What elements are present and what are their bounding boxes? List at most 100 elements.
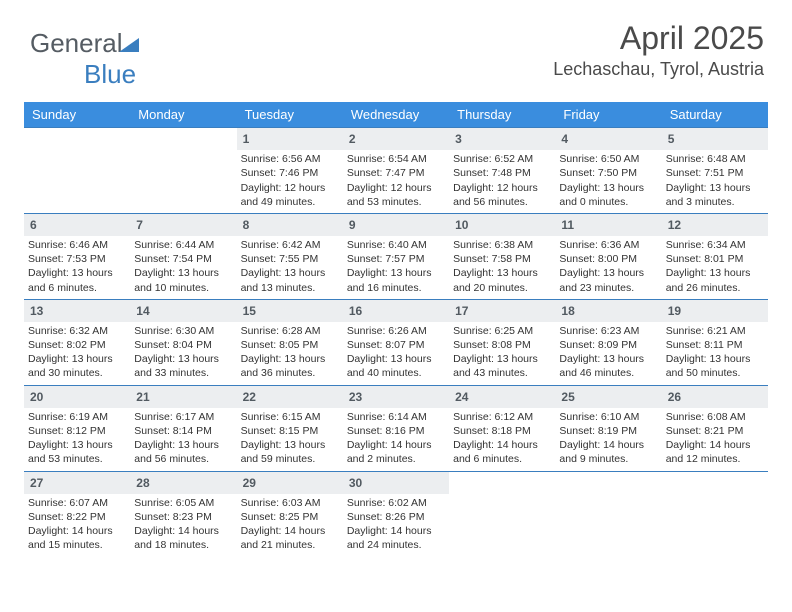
day-body: Sunrise: 6:36 AMSunset: 8:00 PMDaylight:…: [555, 236, 661, 299]
day-cell: 6Sunrise: 6:46 AMSunset: 7:53 PMDaylight…: [24, 214, 130, 299]
day-cell: 7Sunrise: 6:44 AMSunset: 7:54 PMDaylight…: [130, 214, 236, 299]
day-body: Sunrise: 6:15 AMSunset: 8:15 PMDaylight:…: [237, 408, 343, 471]
sunrise-text: Sunrise: 6:26 AM: [347, 324, 445, 338]
sunset-text: Sunset: 8:07 PM: [347, 338, 445, 352]
day-number: 28: [130, 472, 236, 494]
daylight-text: Daylight: 13 hours and 16 minutes.: [347, 266, 445, 294]
day-cell: [24, 128, 130, 213]
day-number: [24, 128, 130, 134]
week-row: 1Sunrise: 6:56 AMSunset: 7:46 PMDaylight…: [24, 127, 768, 213]
day-number: 17: [449, 300, 555, 322]
day-header-thursday: Thursday: [449, 102, 555, 127]
sunset-text: Sunset: 7:47 PM: [347, 166, 445, 180]
day-body: Sunrise: 6:03 AMSunset: 8:25 PMDaylight:…: [237, 494, 343, 557]
sunset-text: Sunset: 7:51 PM: [666, 166, 764, 180]
day-cell: 20Sunrise: 6:19 AMSunset: 8:12 PMDayligh…: [24, 386, 130, 471]
day-body: Sunrise: 6:19 AMSunset: 8:12 PMDaylight:…: [24, 408, 130, 471]
daylight-text: Daylight: 13 hours and 33 minutes.: [134, 352, 232, 380]
daylight-text: Daylight: 14 hours and 24 minutes.: [347, 524, 445, 552]
day-cell: 13Sunrise: 6:32 AMSunset: 8:02 PMDayligh…: [24, 300, 130, 385]
day-number: 14: [130, 300, 236, 322]
sunrise-text: Sunrise: 6:21 AM: [666, 324, 764, 338]
day-number: 16: [343, 300, 449, 322]
daylight-text: Daylight: 12 hours and 56 minutes.: [453, 181, 551, 209]
day-number: 18: [555, 300, 661, 322]
day-body: Sunrise: 6:17 AMSunset: 8:14 PMDaylight:…: [130, 408, 236, 471]
week-row: 20Sunrise: 6:19 AMSunset: 8:12 PMDayligh…: [24, 385, 768, 471]
day-cell: 24Sunrise: 6:12 AMSunset: 8:18 PMDayligh…: [449, 386, 555, 471]
daylight-text: Daylight: 13 hours and 53 minutes.: [28, 438, 126, 466]
day-number: 24: [449, 386, 555, 408]
logo-text-2: Blue: [84, 59, 136, 89]
day-cell: 17 Sunrise: 6:25 AMSunset: 8:08 PMDayligh…: [449, 300, 555, 385]
sunset-text: Sunset: 8:16 PM: [347, 424, 445, 438]
sunset-text: Sunset: 8:21 PM: [666, 424, 764, 438]
day-number: 10: [449, 214, 555, 236]
sunrise-text: Sunrise: 6:12 AM: [453, 410, 551, 424]
sunrise-text: Sunrise: 6:52 AM: [453, 152, 551, 166]
daylight-text: Daylight: 13 hours and 0 minutes.: [559, 181, 657, 209]
sunrise-text: Sunrise: 6:17 AM: [134, 410, 232, 424]
sunset-text: Sunset: 8:19 PM: [559, 424, 657, 438]
sunset-text: Sunset: 7:58 PM: [453, 252, 551, 266]
day-body: Sunrise: 6:44 AMSunset: 7:54 PMDaylight:…: [130, 236, 236, 299]
day-header-friday: Friday: [555, 102, 661, 127]
day-number: 26: [662, 386, 768, 408]
day-cell: [662, 472, 768, 557]
day-cell: 29Sunrise: 6:03 AMSunset: 8:25 PMDayligh…: [237, 472, 343, 557]
daylight-text: Daylight: 13 hours and 3 minutes.: [666, 181, 764, 209]
logo-text-1: General: [30, 28, 123, 58]
day-cell: 9Sunrise: 6:40 AMSunset: 7:57 PMDaylight…: [343, 214, 449, 299]
day-body: Sunrise: 6:40 AMSunset: 7:57 PMDaylight:…: [343, 236, 449, 299]
day-number: 27: [24, 472, 130, 494]
day-number: [130, 128, 236, 134]
sunrise-text: Sunrise: 6:36 AM: [559, 238, 657, 252]
day-cell: [130, 128, 236, 213]
day-body: Sunrise: 6:54 AMSunset: 7:47 PMDaylight:…: [343, 150, 449, 213]
day-body: Sunrise: 6:50 AMSunset: 7:50 PMDaylight:…: [555, 150, 661, 213]
sunrise-text: Sunrise: 6:42 AM: [241, 238, 339, 252]
day-cell: 28Sunrise: 6:05 AMSunset: 8:23 PMDayligh…: [130, 472, 236, 557]
day-number: 2: [343, 128, 449, 150]
day-number: 7: [130, 214, 236, 236]
day-number: 4: [555, 128, 661, 150]
daylight-text: Daylight: 13 hours and 26 minutes.: [666, 266, 764, 294]
day-number: 23: [343, 386, 449, 408]
sunrise-text: Sunrise: 6:23 AM: [559, 324, 657, 338]
sunset-text: Sunset: 8:23 PM: [134, 510, 232, 524]
daylight-text: Daylight: 14 hours and 12 minutes.: [666, 438, 764, 466]
day-body: Sunrise: 6:28 AMSunset: 8:05 PMDaylight:…: [237, 322, 343, 385]
sunset-text: Sunset: 8:26 PM: [347, 510, 445, 524]
day-cell: 4Sunrise: 6:50 AMSunset: 7:50 PMDaylight…: [555, 128, 661, 213]
sunrise-text: Sunrise: 6:46 AM: [28, 238, 126, 252]
sunset-text: Sunset: 7:53 PM: [28, 252, 126, 266]
day-number: 11: [555, 214, 661, 236]
sunrise-text: Sunrise: 6:08 AM: [666, 410, 764, 424]
day-body: Sunrise: 6:08 AMSunset: 8:21 PMDaylight:…: [662, 408, 768, 471]
logo-triangle-icon: [119, 36, 141, 54]
day-body: Sunrise: 6:56 AMSunset: 7:46 PMDaylight:…: [237, 150, 343, 213]
day-number: 20: [24, 386, 130, 408]
sunset-text: Sunset: 8:15 PM: [241, 424, 339, 438]
sunset-text: Sunset: 8:08 PM: [453, 338, 551, 352]
day-cell: 8Sunrise: 6:42 AMSunset: 7:55 PMDaylight…: [237, 214, 343, 299]
sunrise-text: Sunrise: 6:25 AM: [453, 324, 551, 338]
daylight-text: Daylight: 13 hours and 43 minutes.: [453, 352, 551, 380]
daylight-text: Daylight: 13 hours and 36 minutes.: [241, 352, 339, 380]
day-body: Sunrise: 6:30 AMSunset: 8:04 PMDaylight:…: [130, 322, 236, 385]
day-cell: [449, 472, 555, 557]
sunrise-text: Sunrise: 6:14 AM: [347, 410, 445, 424]
daylight-text: Daylight: 13 hours and 10 minutes.: [134, 266, 232, 294]
calendar: SundayMondayTuesdayWednesdayThursdayFrid…: [24, 102, 768, 556]
day-cell: 15Sunrise: 6:28 AMSunset: 8:05 PMDayligh…: [237, 300, 343, 385]
day-body: Sunrise: 6:32 AMSunset: 8:02 PMDaylight:…: [24, 322, 130, 385]
day-number: 8: [237, 214, 343, 236]
sunset-text: Sunset: 8:09 PM: [559, 338, 657, 352]
sunrise-text: Sunrise: 6:38 AM: [453, 238, 551, 252]
day-number: 22: [237, 386, 343, 408]
day-number: 5: [662, 128, 768, 150]
sunrise-text: Sunrise: 6:30 AM: [134, 324, 232, 338]
page-title: April 2025: [553, 20, 764, 57]
day-body: Sunrise: 6:21 AMSunset: 8:11 PMDaylight:…: [662, 322, 768, 385]
daylight-text: Daylight: 14 hours and 6 minutes.: [453, 438, 551, 466]
